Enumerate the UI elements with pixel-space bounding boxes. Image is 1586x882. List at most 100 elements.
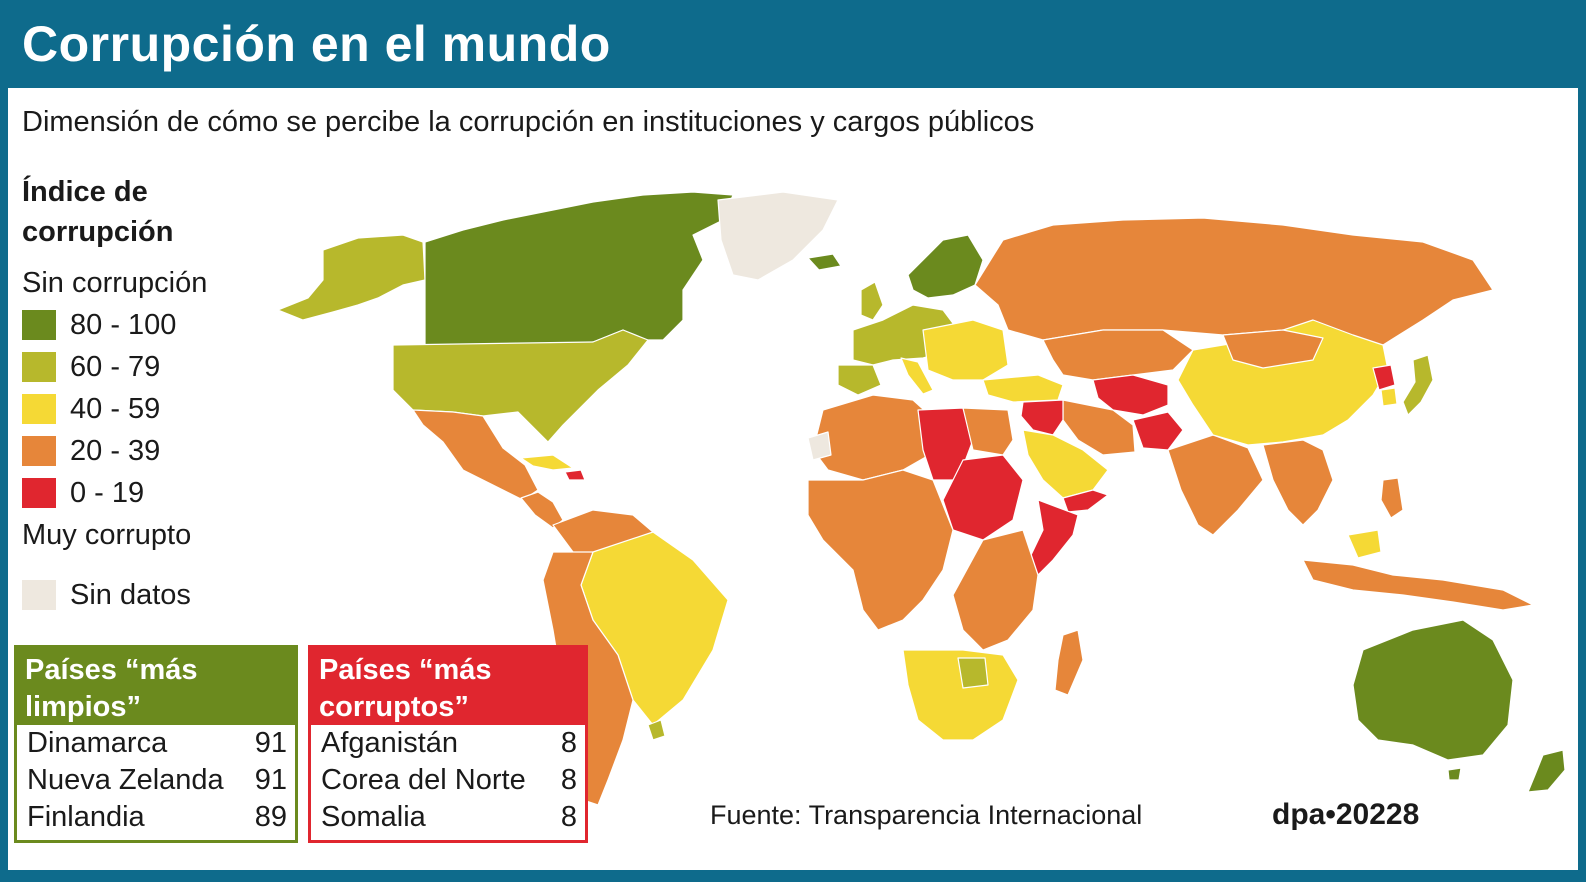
region-uk	[860, 281, 884, 321]
region-botswana	[957, 657, 989, 689]
country-score: 89	[254, 801, 287, 833]
region-alaska	[277, 234, 426, 321]
region-philippines	[1380, 477, 1404, 519]
region-sudan	[942, 454, 1024, 541]
legend-item-label: 40 - 59	[70, 393, 161, 425]
region-iraq-syria	[1020, 399, 1064, 436]
legend-swatch	[22, 436, 56, 466]
region-afghanistan	[1132, 411, 1184, 451]
cleanest-countries-box: Países “más limpios” Dinamarca 91 Nueva …	[14, 645, 298, 843]
most-corrupt-heading-line2: corruptos”	[319, 691, 469, 723]
country-score: 91	[254, 764, 287, 796]
region-greenland	[717, 191, 839, 281]
country-name: Dinamarca	[27, 727, 168, 759]
country-name: Nueva Zelanda	[27, 764, 224, 796]
country-name: Corea del Norte	[321, 764, 526, 796]
legend-item-label: 60 - 79	[70, 351, 161, 383]
region-yemen	[1062, 489, 1109, 513]
table-row: Nueva Zelanda 91	[17, 762, 295, 799]
legend-swatch	[22, 394, 56, 424]
region-india	[1167, 434, 1264, 536]
legend-swatch	[22, 478, 56, 508]
page-title: Corrupción en el mundo	[22, 16, 611, 72]
table-row: Afganistán 8	[311, 725, 585, 762]
country-score: 8	[560, 801, 577, 833]
region-malaysia	[1347, 529, 1382, 559]
legend-item-no-data: Sin datos	[22, 574, 282, 616]
region-west-africa	[807, 469, 954, 631]
legend-swatch	[22, 580, 56, 610]
region-western-sahara	[807, 431, 832, 461]
legend-bottom-label: Muy corrupto	[22, 519, 192, 551]
country-score: 8	[560, 727, 577, 759]
region-madagascar	[1054, 629, 1084, 696]
legend-item: 80 - 100	[22, 304, 282, 346]
region-italy	[900, 357, 934, 395]
title-bar: Corrupción en el mundo	[8, 0, 1578, 88]
most-corrupt-heading-line1: Países “más	[319, 654, 492, 686]
region-central-asia	[1042, 329, 1194, 381]
region-southern-africa	[902, 649, 1019, 741]
region-mongolia	[1222, 329, 1324, 369]
legend-item: 0 - 19	[22, 472, 282, 514]
region-cuba	[520, 454, 574, 471]
country-score: 8	[560, 764, 577, 796]
region-southeast-asia	[1262, 439, 1334, 526]
region-east-africa	[952, 529, 1039, 651]
region-iran	[1062, 399, 1136, 456]
region-iberia	[837, 364, 882, 396]
region-north-korea	[1372, 364, 1396, 391]
cleanest-heading: Países “más limpios”	[17, 648, 295, 725]
country-name: Somalia	[321, 801, 426, 833]
legend-item-label: 80 - 100	[70, 309, 177, 341]
region-uruguay	[647, 719, 666, 741]
region-south-korea	[1380, 387, 1398, 407]
region-indonesia	[1302, 559, 1534, 611]
region-eastern-europe	[922, 319, 1009, 381]
region-australia	[1352, 619, 1514, 761]
legend: Índice de corrupción Sin corrupción 80 -…	[22, 172, 282, 616]
most-corrupt-countries-box: Países “más corruptos” Afganistán 8 Core…	[308, 645, 588, 843]
region-canada	[424, 191, 734, 346]
region-iceland	[807, 253, 842, 271]
legend-swatch	[22, 310, 56, 340]
region-japan	[1402, 354, 1434, 416]
cleanest-heading-line2: limpios”	[25, 691, 142, 723]
country-score: 91	[254, 727, 287, 759]
legend-item: 40 - 59	[22, 388, 282, 430]
region-haiti	[564, 469, 586, 481]
region-somalia	[1030, 499, 1079, 576]
region-turkey	[982, 374, 1064, 403]
table-row: Somalia 8	[311, 799, 585, 836]
region-scandinavia	[907, 234, 984, 299]
region-tasmania	[1447, 767, 1462, 781]
subtitle: Dimensión de cómo se percibe la corrupci…	[22, 106, 1035, 138]
region-russia	[974, 217, 1494, 346]
region-caspian-red	[1092, 374, 1169, 416]
legend-item-label: Sin datos	[70, 579, 191, 611]
legend-item-label: 20 - 39	[70, 435, 161, 467]
agency-credit: dpa•20228	[1272, 798, 1420, 831]
table-row: Corea del Norte 8	[311, 762, 585, 799]
source-note: Fuente: Transparencia Internacional	[710, 800, 1143, 830]
legend-item-label: 0 - 19	[70, 477, 145, 509]
legend-title: Índice de corrupción	[22, 172, 282, 252]
world-map	[277, 191, 1566, 806]
region-central-america	[520, 491, 564, 529]
table-row: Dinamarca 91	[17, 725, 295, 762]
legend-item: 20 - 39	[22, 430, 282, 472]
country-name: Finlandia	[27, 801, 145, 833]
table-row: Finlandia 89	[17, 799, 295, 836]
legend-title-line2: corrupción	[22, 216, 174, 248]
region-mexico	[412, 409, 539, 501]
cleanest-heading-line1: Países “más	[25, 654, 198, 686]
region-new-zealand	[1527, 749, 1566, 793]
most-corrupt-heading: Países “más corruptos”	[311, 648, 585, 725]
legend-top-label: Sin corrupción	[22, 267, 208, 299]
region-egypt	[962, 407, 1014, 456]
legend-item: 60 - 79	[22, 346, 282, 388]
country-name: Afganistán	[321, 727, 459, 759]
legend-swatch	[22, 352, 56, 382]
legend-title-line1: Índice de	[22, 176, 148, 208]
